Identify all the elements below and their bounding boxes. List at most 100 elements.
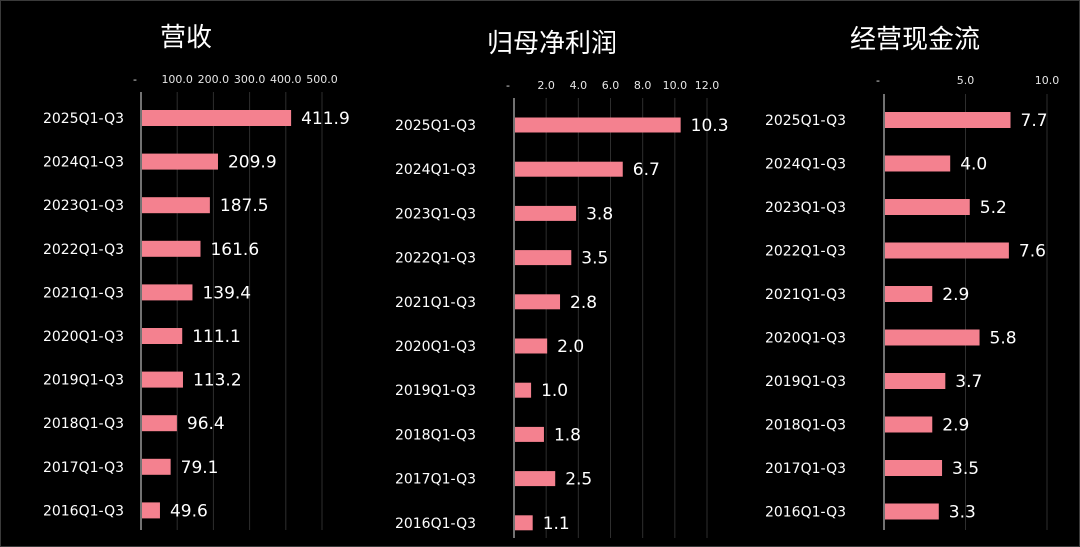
net-profit-category-label: 2023Q1-Q3 xyxy=(395,206,476,222)
operating-cash-flow-bar xyxy=(885,416,933,433)
net-profit-tick-label: 4.0 xyxy=(570,79,588,92)
revenue-tick-label: 500.0 xyxy=(306,73,338,86)
revenue-tick-label: - xyxy=(133,73,137,86)
net-profit-value-label: 6.7 xyxy=(633,160,660,180)
revenue-category-label: 2017Q1-Q3 xyxy=(43,460,124,476)
operating-cash-flow-bar xyxy=(885,503,939,520)
revenue-value-label: 111.1 xyxy=(192,327,241,347)
revenue-tick-label: 100.0 xyxy=(161,73,193,86)
net-profit-chart-title: 归母净利润 xyxy=(487,29,617,59)
revenue-tick-label: 300.0 xyxy=(234,73,266,86)
net-profit-bar xyxy=(515,205,577,221)
operating-cash-flow-value-label: 3.5 xyxy=(952,459,979,479)
net-profit-value-label: 10.3 xyxy=(691,116,729,136)
operating-cash-flow-value-label: 5.8 xyxy=(990,329,1017,349)
net-profit-tick-label: 6.0 xyxy=(602,79,620,92)
revenue-category-label: 2018Q1-Q3 xyxy=(43,416,124,432)
net-profit-bar xyxy=(515,161,623,177)
revenue-category-label: 2019Q1-Q3 xyxy=(43,373,124,389)
revenue-bar xyxy=(142,371,183,388)
net-profit-tick-label: - xyxy=(506,79,510,92)
operating-cash-flow-value-label: 3.3 xyxy=(949,503,976,523)
operating-cash-flow-category-label: 2023Q1-Q3 xyxy=(765,200,846,216)
revenue-bar xyxy=(142,240,201,257)
net-profit-bar xyxy=(515,338,548,354)
revenue-value-label: 113.2 xyxy=(193,371,242,391)
operating-cash-flow-bar xyxy=(885,242,1009,259)
net-profit-tick-label: 10.0 xyxy=(663,79,688,92)
net-profit-value-label: 1.0 xyxy=(541,381,568,401)
revenue-tick-label: 200.0 xyxy=(198,73,230,86)
operating-cash-flow-chart-title: 经营现金流 xyxy=(850,25,980,55)
net-profit-bar xyxy=(515,471,556,487)
revenue-bar xyxy=(142,284,193,301)
net-profit-tick-label: 8.0 xyxy=(634,79,652,92)
net-profit-bar xyxy=(515,515,533,531)
net-profit-value-label: 3.5 xyxy=(581,249,608,269)
net-profit-category-label: 2018Q1-Q3 xyxy=(395,427,476,443)
revenue-category-label: 2022Q1-Q3 xyxy=(43,242,124,258)
revenue-value-label: 139.4 xyxy=(202,283,251,303)
net-profit-bar xyxy=(515,117,681,133)
revenue-bar xyxy=(142,153,218,170)
revenue-bar xyxy=(142,502,160,519)
operating-cash-flow-category-label: 2022Q1-Q3 xyxy=(765,244,846,260)
net-profit-category-label: 2024Q1-Q3 xyxy=(395,162,476,178)
net-profit-category-label: 2025Q1-Q3 xyxy=(395,118,476,134)
revenue-category-label: 2025Q1-Q3 xyxy=(43,111,124,127)
revenue-bar xyxy=(142,328,183,344)
operating-cash-flow-category-label: 2025Q1-Q3 xyxy=(765,113,846,129)
operating-cash-flow-category-label: 2019Q1-Q3 xyxy=(765,374,846,390)
net-profit-value-label: 2.5 xyxy=(565,470,592,490)
revenue-category-label: 2023Q1-Q3 xyxy=(43,198,124,214)
operating-cash-flow-value-label: 4.0 xyxy=(960,155,987,175)
net-profit-value-label: 1.1 xyxy=(543,514,570,534)
operating-cash-flow-bar xyxy=(885,112,1011,128)
operating-cash-flow-bar xyxy=(885,199,970,215)
revenue-bar xyxy=(142,415,177,432)
operating-cash-flow-value-label: 7.6 xyxy=(1019,242,1046,262)
operating-cash-flow-chart: 经营现金流 - 5.0 10.0 2025Q1-Q3 7.7 2024Q1-Q3 4.0 20… xyxy=(765,25,1059,530)
operating-cash-flow-bar xyxy=(885,286,933,302)
revenue-chart: 营收 - 100.0 200.0 300.0 400.0 500.0 2025Q1-Q3 41… xyxy=(43,23,350,530)
revenue-category-label: 2016Q1-Q3 xyxy=(43,503,124,519)
operating-cash-flow-category-label: 2024Q1-Q3 xyxy=(765,157,846,173)
net-profit-tick-label: 12.0 xyxy=(695,79,720,92)
revenue-value-label: 96.4 xyxy=(187,414,225,434)
revenue-category-label: 2024Q1-Q3 xyxy=(43,155,124,171)
revenue-tick-label: 400.0 xyxy=(270,73,302,86)
revenue-bar xyxy=(142,110,292,126)
net-profit-value-label: 2.8 xyxy=(570,293,597,313)
net-profit-chart: 归母净利润 - 2.0 4.0 6.0 8.0 10.0 12.0 2025Q1-Q3 10.3… xyxy=(395,29,729,538)
net-profit-value-label: 2.0 xyxy=(557,337,584,357)
operating-cash-flow-category-label: 2021Q1-Q3 xyxy=(765,287,846,303)
net-profit-category-label: 2019Q1-Q3 xyxy=(395,383,476,399)
operating-cash-flow-value-label: 5.2 xyxy=(980,198,1007,218)
operating-cash-flow-bar xyxy=(885,373,946,389)
net-profit-bar xyxy=(515,382,532,398)
revenue-value-label: 411.9 xyxy=(301,109,350,129)
revenue-bar xyxy=(142,197,210,214)
net-profit-category-label: 2022Q1-Q3 xyxy=(395,251,476,267)
net-profit-category-label: 2021Q1-Q3 xyxy=(395,295,476,311)
revenue-category-label: 2021Q1-Q3 xyxy=(43,285,124,301)
operating-cash-flow-bar xyxy=(885,155,951,172)
operating-cash-flow-tick-label: 10.0 xyxy=(1035,74,1060,87)
net-profit-value-label: 1.8 xyxy=(554,425,581,445)
operating-cash-flow-category-label: 2018Q1-Q3 xyxy=(765,418,846,434)
operating-cash-flow-tick-label: - xyxy=(876,74,880,87)
net-profit-category-label: 2016Q1-Q3 xyxy=(395,516,476,532)
revenue-value-label: 187.5 xyxy=(220,196,269,216)
revenue-value-label: 161.6 xyxy=(210,240,259,260)
revenue-value-label: 49.6 xyxy=(170,501,208,521)
net-profit-bar xyxy=(515,294,561,310)
operating-cash-flow-value-label: 2.9 xyxy=(942,416,969,436)
operating-cash-flow-tick-label: 5.0 xyxy=(957,74,975,87)
net-profit-category-label: 2020Q1-Q3 xyxy=(395,339,476,355)
revenue-value-label: 209.9 xyxy=(228,153,277,173)
revenue-chart-title: 营收 xyxy=(160,23,212,53)
net-profit-tick-label: 2.0 xyxy=(537,79,555,92)
revenue-category-label: 2020Q1-Q3 xyxy=(43,329,124,345)
operating-cash-flow-value-label: 3.7 xyxy=(955,372,982,392)
